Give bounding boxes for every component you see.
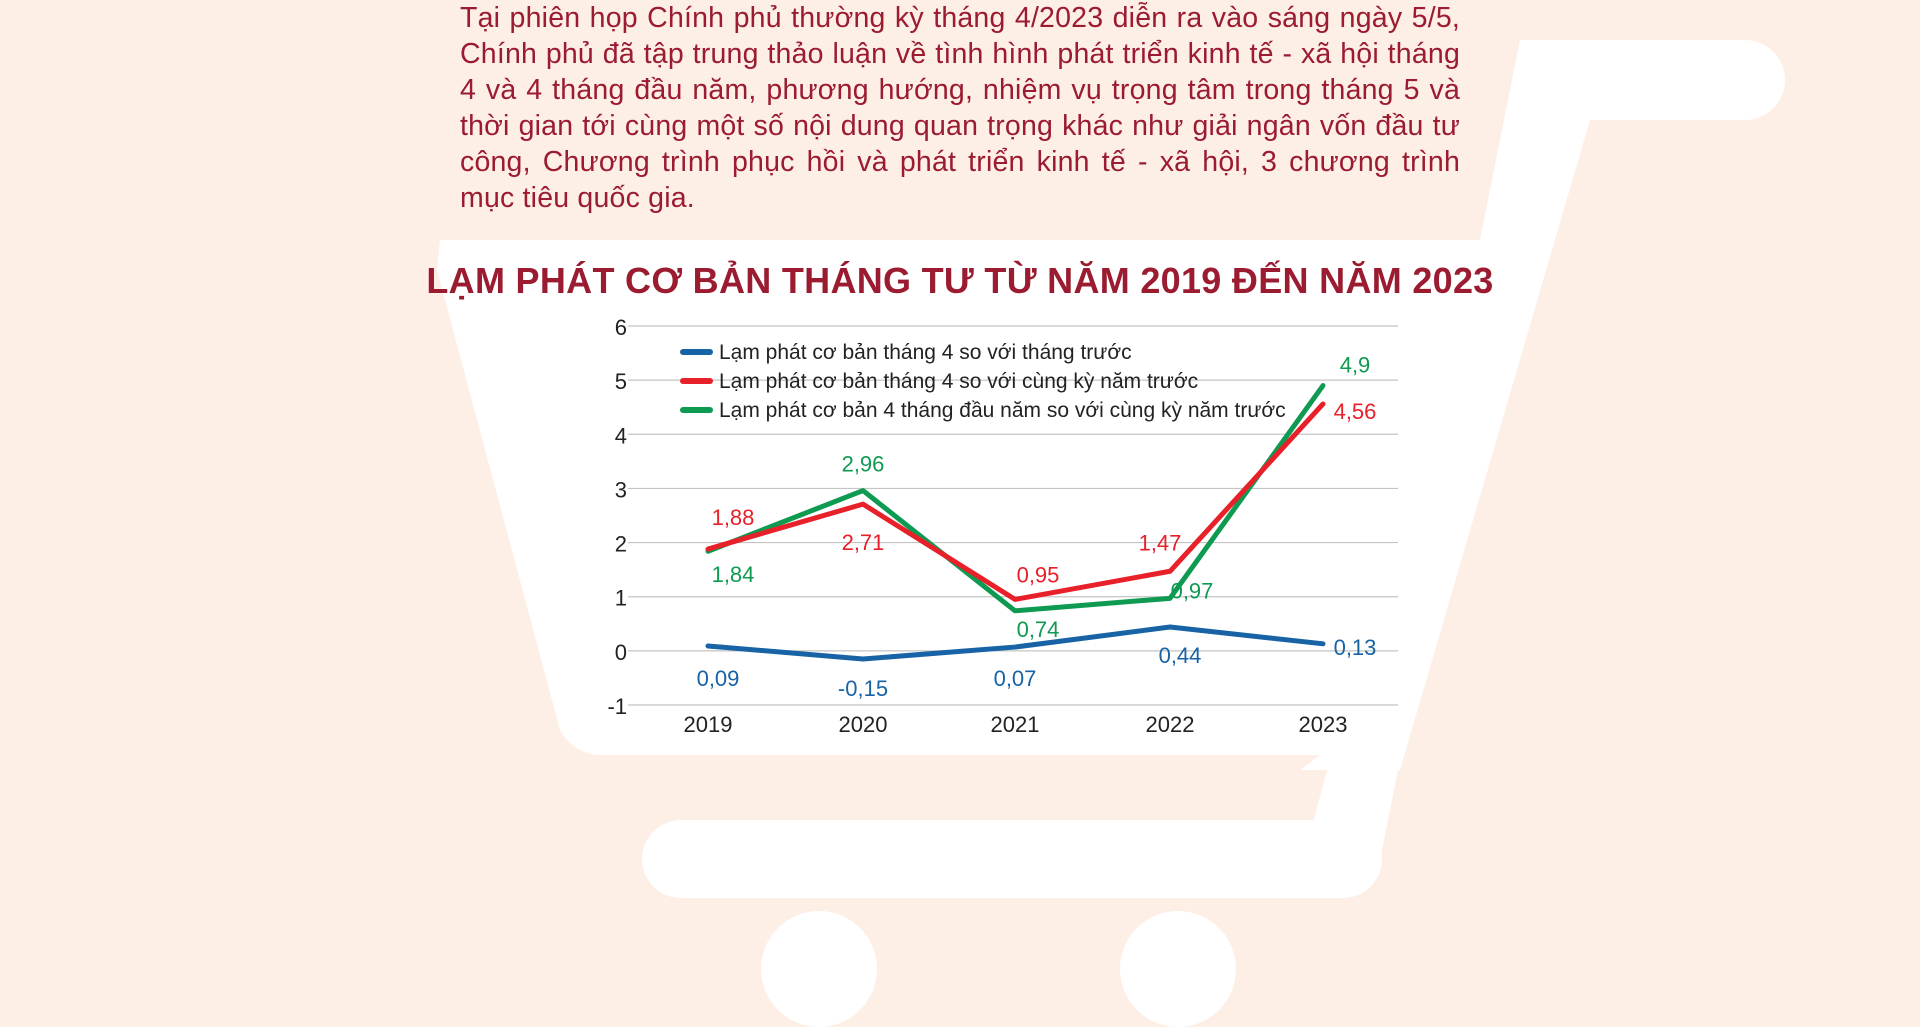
data-label: 4,9: [1340, 353, 1371, 378]
y-tick-label: 2: [615, 532, 627, 557]
data-label: 0,74: [1017, 617, 1060, 642]
cart-bar-connector: [1300, 760, 1400, 870]
legend-label: Lạm phát cơ bản tháng 4 so với cùng kỳ n…: [719, 370, 1198, 393]
data-label: 4,56: [1334, 399, 1377, 424]
cart-wheel-left: [761, 911, 877, 1027]
data-label: 0,09: [697, 666, 740, 691]
y-tick-label: 6: [615, 315, 627, 340]
y-tick-label: 3: [615, 477, 627, 502]
series-line: [705, 401, 1326, 602]
data-label: 0,07: [994, 666, 1037, 691]
y-tick-label: -1: [607, 694, 627, 719]
data-label: 2,71: [842, 530, 885, 555]
cart-wheel-right: [1120, 911, 1236, 1027]
y-tick-label: 0: [615, 640, 627, 665]
x-tick-label: 2023: [1299, 712, 1348, 737]
y-tick-label: 4: [615, 423, 627, 448]
data-label: 0,97: [1171, 578, 1214, 603]
series-line: [705, 383, 1326, 614]
data-label: 1,84: [712, 562, 755, 587]
data-label: 2,96: [842, 452, 885, 477]
cart-bottom-bar: [642, 820, 1382, 898]
y-tick-label: 1: [615, 586, 627, 611]
x-tick-label: 2019: [684, 712, 733, 737]
x-tick-label: 2022: [1146, 712, 1195, 737]
x-tick-label: 2021: [991, 712, 1040, 737]
legend-label: Lạm phát cơ bản 4 tháng đầu năm so với c…: [719, 399, 1286, 422]
legend-label: Lạm phát cơ bản tháng 4 so với tháng trư…: [719, 341, 1132, 364]
chart-title: LẠM PHÁT CƠ BẢN THÁNG TƯ TỪ NĂM 2019 ĐẾN…: [426, 260, 1494, 301]
data-label: 1,47: [1139, 530, 1182, 555]
intro-paragraph: Tại phiên họp Chính phủ thường kỳ tháng …: [460, 2, 1460, 214]
x-tick-label: 2020: [839, 712, 888, 737]
data-label: 0,44: [1159, 643, 1202, 668]
data-label: -0,15: [838, 676, 888, 701]
data-label: 1,88: [712, 505, 755, 530]
data-label: 0,13: [1334, 635, 1377, 660]
cart-basket: [437, 40, 1785, 770]
y-tick-label: 5: [615, 369, 627, 394]
data-label: 0,95: [1017, 562, 1060, 587]
series-line: [705, 624, 1326, 662]
